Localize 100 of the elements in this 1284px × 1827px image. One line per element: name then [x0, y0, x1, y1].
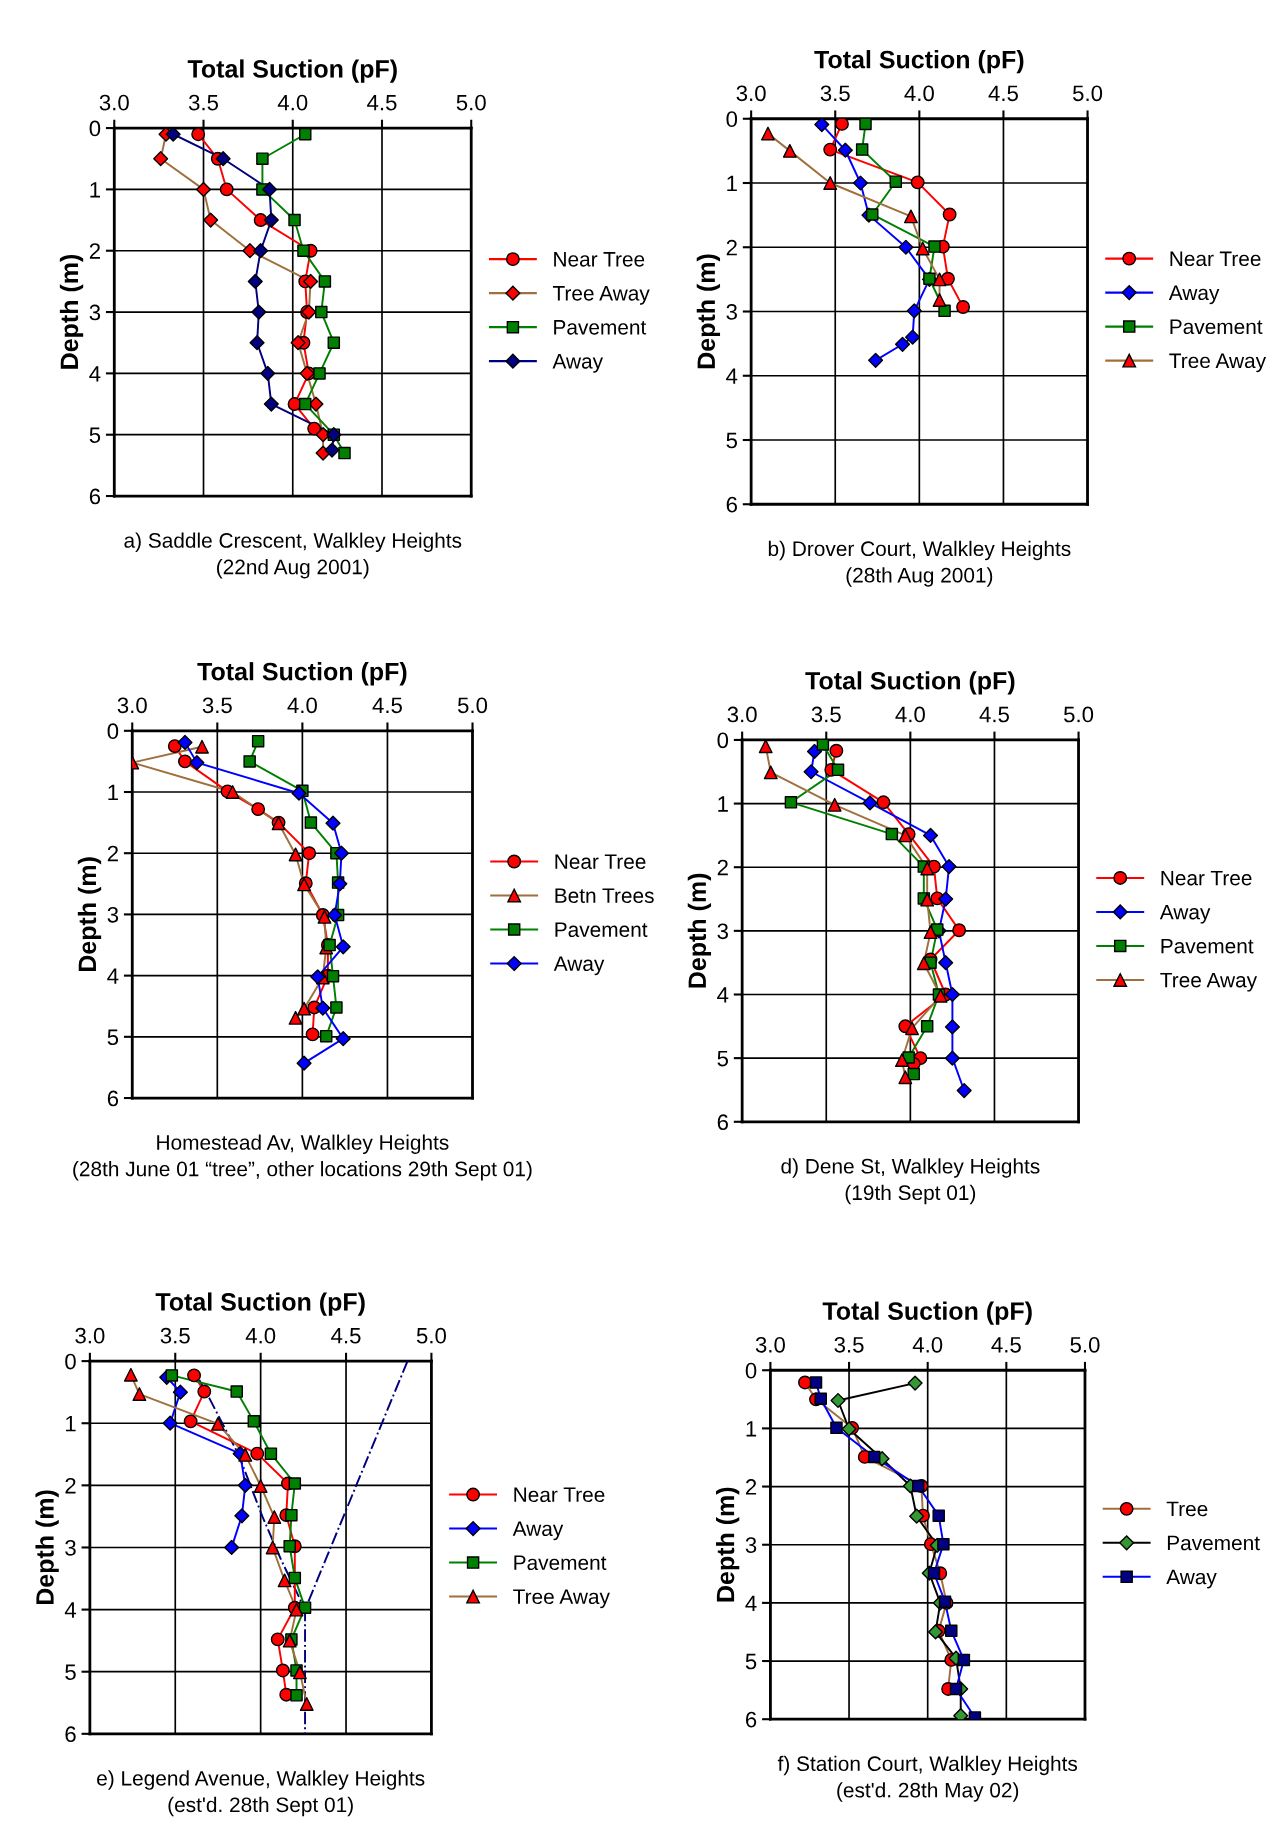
x-tick-label: 3.0: [75, 1327, 105, 1344]
x-tick-label: 4.5: [988, 85, 1018, 102]
x-tick-label: 4.0: [904, 85, 934, 102]
y-tick-label: 0: [717, 732, 729, 749]
y-tick-label: 3: [89, 304, 101, 321]
text: f) Station Court, Walkley Heights: [777, 1755, 1078, 1776]
y-tick-label: 4: [64, 1602, 77, 1618]
y-tick-label: 1: [727, 175, 737, 192]
y-tick-label: 5: [89, 427, 101, 443]
text: (28th June 01 “tree”, other locations 29th Sept 01): [73, 1161, 532, 1181]
legend-label: Betn Trees: [555, 888, 654, 903]
x-tick-label: 3.0: [736, 85, 766, 102]
x-tick-label: 4.5: [367, 94, 397, 111]
y-tick-label: 0: [89, 120, 101, 137]
y-tick-label: 5: [65, 1664, 76, 1680]
x-tick-label: 5.0: [1064, 706, 1094, 723]
x-tick-label: 3.5: [160, 1327, 190, 1344]
y-tick-label: 5: [745, 1653, 757, 1670]
text: b) Drover Court, Walkley Heights: [768, 540, 1071, 561]
y-tick-label: 3: [107, 906, 119, 923]
y-tick-label: 2: [717, 859, 728, 876]
y-tick-label: 6: [89, 488, 101, 505]
x-tick-label: 3.5: [188, 94, 219, 111]
legend-label: Away: [553, 956, 605, 976]
text: (est'd. 28th May 02): [837, 1782, 1019, 1802]
x-tick-label: 4.0: [277, 94, 308, 111]
text: (22nd Aug 2001): [217, 559, 369, 579]
y-tick-label: 5: [726, 432, 738, 449]
legend-label: Pavement: [1167, 1535, 1260, 1551]
y-tick-label: 6: [717, 1114, 728, 1131]
y-tick-label: 3: [726, 304, 737, 320]
legend-label: Pavement: [555, 922, 648, 938]
y-tick-label: 2: [65, 1477, 76, 1494]
legend-label: Near Tree: [554, 252, 645, 267]
x-tick-label: 4.5: [331, 1328, 361, 1344]
y-axis-title: Depth (m): [77, 857, 102, 972]
legend-label: Tree Away: [552, 286, 650, 305]
x-axis-title: Total Suction (pF): [155, 1292, 365, 1316]
y-tick-label: 3: [717, 923, 728, 940]
y-axis-title: Depth (m): [59, 254, 84, 369]
x-tick-label: 5.0: [1070, 1336, 1100, 1353]
legend-label: Tree Away: [1160, 972, 1258, 992]
legend-label: Near Tree: [1170, 251, 1261, 267]
y-tick-label: 4: [717, 987, 729, 1003]
legend-label: Near Tree: [1161, 870, 1252, 886]
y-tick-label: 0: [107, 723, 119, 740]
y-tick-label: 6: [107, 1090, 119, 1107]
x-axis-title: Total Suction (pF): [187, 59, 397, 83]
x-axis-title: Total Suction (pF): [197, 662, 407, 686]
y-tick-label: 0: [745, 1362, 757, 1379]
y-tick-label: 1: [108, 784, 118, 801]
legend-label: Pavement: [1161, 938, 1254, 954]
y-tick-label: 1: [718, 796, 728, 812]
x-tick-label: 4.5: [372, 697, 402, 714]
x-axis-title: Total Suction (pF): [805, 671, 1015, 695]
x-tick-label: 3.5: [820, 85, 850, 102]
text: (est'd. 28th Sept 01): [168, 1796, 353, 1817]
y-tick-label: 3: [65, 1540, 76, 1556]
y-tick-label: 5: [717, 1050, 729, 1067]
y-tick-label: 1: [746, 1421, 757, 1437]
x-tick-label: 5.0: [1072, 85, 1103, 102]
text: e) Legend Avenue, Walkley Heights: [97, 1770, 425, 1790]
y-axis-title: Depth (m): [715, 1487, 740, 1602]
x-tick-label: 5.0: [457, 697, 488, 714]
legend-label: Away: [512, 1521, 564, 1541]
y-tick-label: 2: [89, 243, 100, 259]
y-tick-label: 0: [65, 1353, 76, 1370]
y-tick-label: 6: [65, 1726, 76, 1743]
y-axis-title: Depth (m): [35, 1490, 59, 1605]
y-tick-label: 2: [745, 1479, 757, 1495]
x-tick-label: 5.0: [416, 1327, 446, 1344]
x-axis-title: Total Suction (pF): [814, 50, 1024, 74]
x-tick-label: 4.0: [245, 1327, 276, 1344]
y-tick-label: 4: [107, 968, 119, 984]
legend-label: Away: [1168, 285, 1220, 305]
text: d) Dene St, Walkley Heights: [781, 1158, 1040, 1178]
legend-label: Near Tree: [514, 1487, 605, 1503]
legend-label: Pavement: [1170, 319, 1263, 335]
y-tick-label: 4: [89, 366, 101, 382]
y-tick-label: 3: [745, 1537, 757, 1553]
x-tick-label: 4.0: [287, 697, 317, 714]
y-axis-title: Depth (m): [687, 873, 712, 988]
legend-label: Tree Away: [1169, 353, 1267, 373]
x-tick-label: 4.0: [895, 706, 925, 723]
y-tick-label: 6: [726, 496, 737, 513]
y-tick-label: 2: [107, 845, 118, 862]
y-tick-label: 1: [66, 1416, 76, 1432]
x-tick-label: 3.0: [99, 94, 129, 111]
y-tick-label: 4: [726, 368, 738, 384]
x-tick-label: 4.5: [979, 706, 1009, 723]
legend-label: Tree: [1166, 1501, 1208, 1517]
legend-label: Pavement: [554, 320, 647, 335]
legend-label: Tree Away: [513, 1589, 610, 1609]
text: (19th Sept 01): [845, 1184, 976, 1205]
legend-label: Away: [552, 354, 604, 373]
x-tick-label: 3.0: [727, 706, 757, 723]
x-tick-label: 3.0: [117, 697, 147, 714]
x-tick-label: 3.5: [202, 697, 232, 714]
text: (28th Aug 2001): [846, 567, 993, 587]
y-tick-label: 5: [107, 1029, 119, 1046]
